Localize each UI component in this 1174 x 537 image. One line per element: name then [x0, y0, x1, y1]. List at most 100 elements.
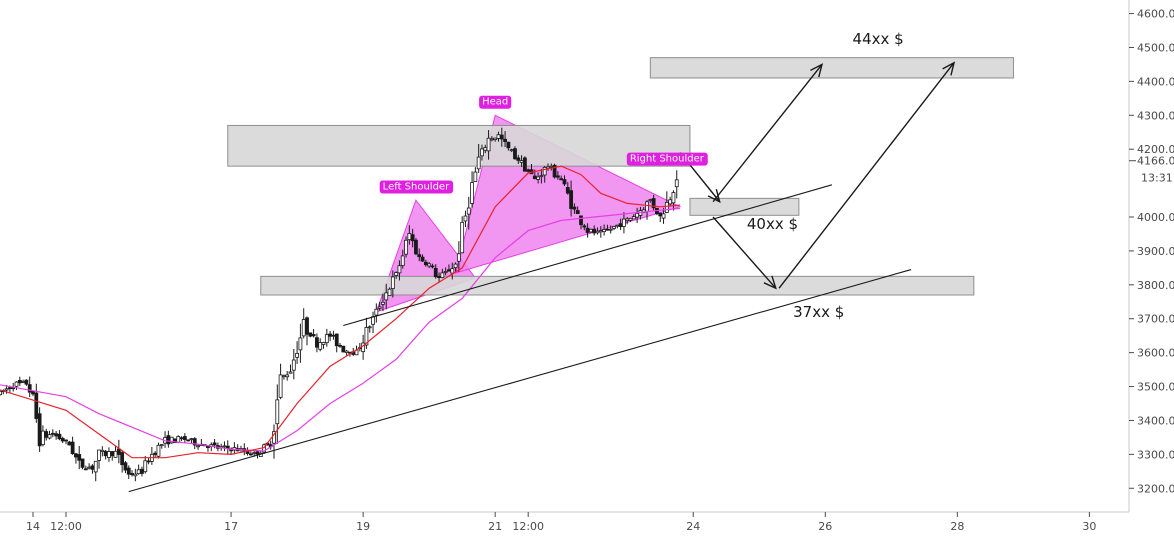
- candle-body: [116, 448, 121, 455]
- candle: [54, 430, 59, 440]
- candle-body: [285, 374, 290, 378]
- candle-body: [252, 452, 257, 455]
- time-tick-label: 24: [686, 520, 700, 533]
- candle: [60, 436, 65, 444]
- time-tick-label: 17: [224, 520, 238, 533]
- candle-body: [186, 439, 191, 442]
- candle: [153, 451, 158, 459]
- candle-body: [212, 442, 217, 446]
- ema-layer: [0, 165, 681, 459]
- candle-body: [648, 199, 653, 202]
- candle-body: [509, 149, 514, 152]
- candle: [331, 330, 336, 340]
- candle: [466, 196, 471, 230]
- candle: [169, 436, 174, 444]
- candle: [232, 442, 237, 455]
- candle: [341, 345, 346, 353]
- candle: [285, 371, 290, 381]
- candle-body: [522, 157, 527, 172]
- candle: [440, 268, 445, 279]
- price-target-label: 44xx $: [853, 30, 904, 48]
- candle-body: [295, 352, 300, 358]
- candle: [278, 363, 283, 400]
- candle-body: [503, 138, 507, 142]
- candle: [186, 439, 191, 442]
- candle-body: [410, 234, 415, 242]
- arrow-shaft: [778, 62, 955, 289]
- candle-body: [282, 375, 286, 378]
- candle-body: [374, 308, 379, 316]
- candle-body: [0, 390, 2, 396]
- candle: [460, 216, 465, 254]
- projection-arrow-4: [778, 61, 956, 289]
- time-tick-label: 14: [26, 520, 40, 533]
- pattern-label-bg: [626, 152, 708, 166]
- candle: [107, 447, 111, 462]
- candle-body: [248, 453, 253, 456]
- candle-body: [44, 431, 49, 438]
- candle: [499, 127, 504, 147]
- candle-body: [440, 272, 445, 279]
- candle-body: [110, 451, 115, 457]
- candle-body: [321, 342, 326, 345]
- candle-body: [417, 254, 422, 258]
- candle-body: [107, 451, 111, 458]
- arrow-head: [707, 189, 721, 204]
- candle: [443, 267, 448, 276]
- ema-magenta-line: [0, 207, 681, 452]
- candle-body: [298, 337, 303, 351]
- candle-body: [565, 187, 570, 194]
- candle: [536, 172, 540, 184]
- candle-body: [674, 179, 679, 188]
- candle: [417, 248, 422, 262]
- candle: [272, 424, 276, 459]
- candle-body: [453, 263, 458, 269]
- candle: [21, 379, 26, 384]
- candle-body: [549, 165, 554, 168]
- candle-body: [506, 141, 511, 149]
- candle: [522, 156, 527, 172]
- candle: [400, 249, 405, 269]
- candle-body: [275, 399, 280, 425]
- candle-body: [486, 137, 491, 152]
- candle-body: [483, 147, 488, 151]
- candle-body: [645, 201, 649, 212]
- candle: [80, 458, 85, 470]
- time-axis[interactable]: 14 12:00 17 19 21 12:00 24 26 28 30: [26, 512, 1096, 533]
- candle: [275, 384, 280, 445]
- candle-body: [598, 230, 603, 233]
- price-axis[interactable]: 3200.0 3300.0 3400.0 3500.0 3600.0 3700.0 3800…: [1129, 8, 1174, 496]
- candle-body: [526, 169, 531, 172]
- candle: [622, 212, 626, 234]
- price-target-label: 37xx $: [793, 303, 844, 321]
- candle-body: [443, 271, 448, 273]
- candle: [225, 440, 230, 455]
- candle: [638, 206, 643, 220]
- candle: [575, 206, 580, 215]
- candle-body: [433, 268, 438, 278]
- candle-body: [311, 334, 316, 337]
- pattern-label: Left Shoulder: [379, 180, 454, 194]
- candle: [387, 287, 392, 296]
- candle-body: [536, 176, 540, 180]
- candle-body: [153, 452, 158, 455]
- trendline-2: [343, 184, 833, 327]
- candle: [268, 440, 273, 450]
- candle-body: [394, 272, 399, 276]
- candle-body: [364, 327, 369, 346]
- candle-body: [387, 288, 392, 296]
- candle-body: [334, 333, 339, 347]
- candle-body: [17, 380, 22, 384]
- candle: [338, 342, 342, 348]
- candle-body: [450, 268, 455, 274]
- candle: [103, 449, 108, 460]
- candle-body: [41, 430, 45, 445]
- candle-body: [301, 319, 306, 337]
- countdown-label: 13:31: [1141, 172, 1173, 185]
- candle-body: [371, 316, 375, 325]
- candle: [361, 334, 366, 360]
- candle: [288, 364, 293, 374]
- price-zone-2: [227, 124, 691, 167]
- candle-body: [552, 164, 557, 178]
